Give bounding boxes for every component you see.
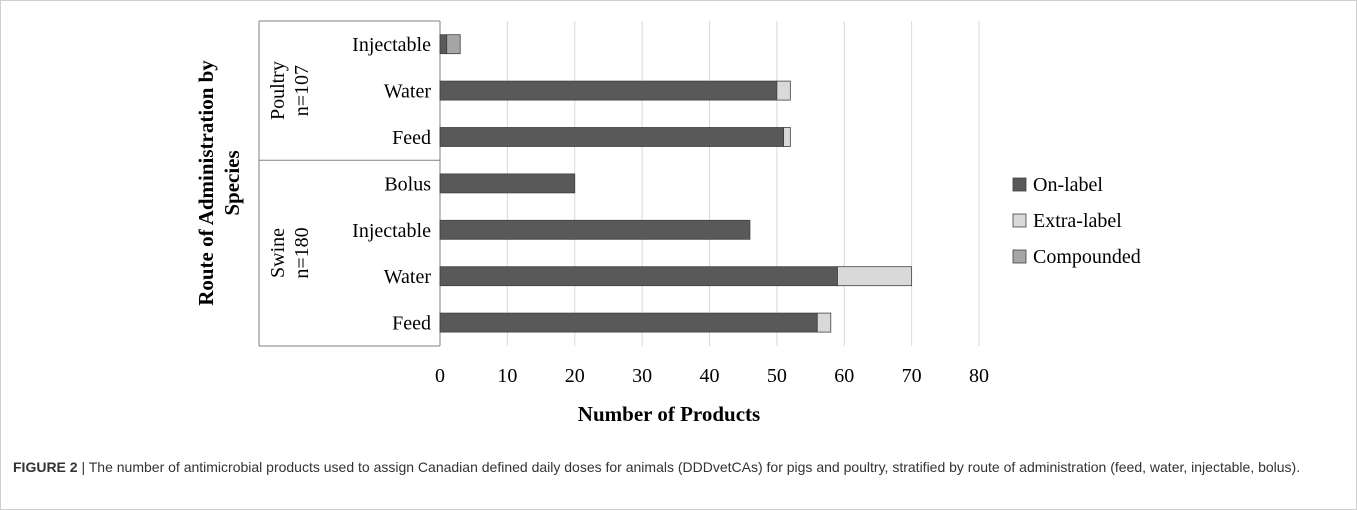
- category-label: Feed: [392, 127, 431, 149]
- x-tick-label: 0: [435, 365, 445, 387]
- y-axis-title-line: Species: [220, 150, 244, 215]
- stacked-bar-chart: Injectable Water Feed Bolus Injectable Water F…: [194, 20, 1141, 426]
- group-label: Poultry n=107: [267, 61, 313, 120]
- legend-label: Compounded: [1033, 246, 1141, 268]
- legend-label: On-label: [1033, 174, 1103, 196]
- bar-segment-on-label: [439, 312, 818, 333]
- group-label-line: n=107: [291, 65, 313, 116]
- bar-segment-on-label: [439, 127, 785, 147]
- category-label: Water: [384, 266, 432, 288]
- bar-segment-extra-label: [816, 312, 832, 333]
- x-tick-label: 40: [700, 365, 720, 387]
- x-tick-label: 70: [902, 365, 922, 387]
- legend-swatch: [1012, 177, 1027, 192]
- y-axis-title-line: Route of Administration by: [194, 60, 218, 306]
- legend-label: Extra-label: [1033, 210, 1122, 232]
- figure-caption: FIGURE 2 | The number of antimicrobial p…: [13, 457, 1333, 478]
- legend-swatch: [1012, 213, 1027, 228]
- category-label: Feed: [392, 313, 431, 335]
- x-tick-label: 60: [834, 365, 854, 387]
- x-axis-title: Number of Products: [578, 402, 760, 426]
- x-tick-label: 10: [497, 365, 517, 387]
- group-label-line: n=180: [291, 227, 313, 278]
- group-label-line: Swine: [267, 228, 289, 278]
- caption-separator: |: [81, 459, 86, 475]
- bar-segment-on-label: [439, 34, 448, 55]
- x-tick-label: 50: [767, 365, 787, 387]
- legend-swatch: [1012, 249, 1027, 264]
- figure-label: FIGURE 2: [13, 459, 78, 475]
- y-axis-title: Route of Administration bySpecies: [194, 60, 244, 306]
- x-tick-label: 20: [565, 365, 585, 387]
- group-label-line: Poultry: [267, 61, 289, 120]
- bar-segment-extra-label: [783, 127, 791, 147]
- bar-segment-on-label: [439, 219, 751, 240]
- bar-segment-extra-label: [776, 80, 791, 101]
- bar-segment-on-label: [439, 266, 838, 287]
- x-tick-label: 80: [969, 365, 989, 387]
- bar-segment-compounded: [446, 34, 461, 55]
- group-label: Swine n=180: [267, 227, 313, 278]
- caption-text: The number of antimicrobial products use…: [88, 459, 1301, 475]
- category-label: Water: [384, 81, 432, 103]
- category-label: Injectable: [352, 220, 431, 242]
- bar-segment-extra-label: [837, 266, 913, 287]
- category-label: Bolus: [384, 173, 431, 195]
- x-tick-label: 30: [632, 365, 652, 387]
- bar-segment-on-label: [439, 80, 778, 101]
- bar-segment-on-label: [439, 173, 576, 194]
- category-label: Injectable: [352, 34, 431, 56]
